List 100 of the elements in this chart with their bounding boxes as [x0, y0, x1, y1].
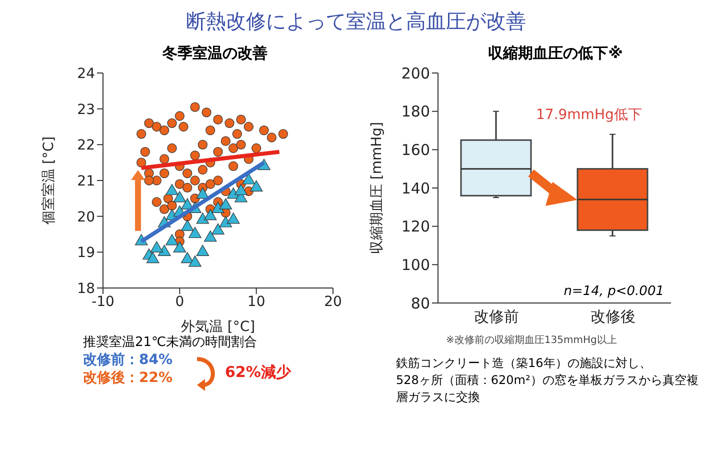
- text: 断熱改修によって室温と高血圧が改善: [185, 8, 527, 35]
- point: [278, 129, 288, 139]
- text: 改修前：84%: [83, 352, 173, 368]
- y-tick-label: 20: [77, 209, 95, 226]
- point: [144, 118, 154, 128]
- y-tick-label: 22: [77, 138, 95, 154]
- point: [167, 143, 177, 154]
- point: [190, 150, 200, 160]
- text: 528ヶ所（面積：620m²）の窓を単板ガラスから真空複層ガラスに交換: [396, 372, 700, 406]
- y-tick-label: 23: [77, 102, 95, 118]
- point: [178, 122, 188, 132]
- point: [252, 143, 262, 154]
- point: [174, 179, 184, 189]
- point: [146, 252, 160, 264]
- point: [150, 241, 164, 252]
- point: [219, 216, 232, 228]
- point: [160, 204, 170, 214]
- point: [206, 126, 216, 136]
- point: [204, 209, 217, 220]
- y-tick-label: 19: [77, 245, 95, 262]
- point: [158, 244, 171, 256]
- point: [167, 200, 177, 210]
- y-tick-label: 180: [401, 102, 430, 121]
- point: [204, 230, 217, 242]
- point: [228, 161, 238, 171]
- annotation: 17.9mmHg低下: [536, 106, 642, 124]
- point: [190, 102, 200, 112]
- point: [160, 154, 170, 164]
- x-tick-label: 改修前: [474, 308, 519, 326]
- point: [140, 147, 150, 157]
- point: [173, 241, 186, 252]
- point: [228, 143, 238, 154]
- point: [152, 197, 162, 207]
- point: [160, 168, 170, 178]
- point: [213, 147, 223, 157]
- point: [219, 198, 232, 210]
- text: 鉄筋コンクリート造（築16年）の施設に対し、: [396, 355, 652, 372]
- point: [198, 164, 208, 175]
- point: [259, 126, 269, 136]
- chart-title: 冬季室温の改善: [161, 44, 268, 63]
- text: 62%減少: [225, 363, 291, 382]
- point: [198, 140, 208, 150]
- point: [180, 220, 194, 231]
- point: [213, 176, 223, 186]
- point: [226, 212, 240, 224]
- point: [188, 226, 202, 238]
- point: [196, 188, 210, 199]
- text: ※改修前の収縮期血圧135mmHg以上: [446, 334, 618, 347]
- y-tick-label: 100: [401, 256, 430, 274]
- point: [196, 212, 210, 224]
- y-tick-label: 120: [401, 218, 430, 236]
- point: [152, 122, 162, 132]
- point: [236, 140, 246, 150]
- point: [180, 252, 194, 264]
- point: [173, 191, 186, 202]
- point: [167, 118, 177, 128]
- point: [166, 184, 178, 196]
- annotation: n=14, p<0.001: [564, 284, 664, 299]
- point: [166, 234, 178, 246]
- y-tick-label: 200: [401, 64, 430, 82]
- point: [234, 184, 248, 196]
- point: [212, 202, 224, 213]
- point: [196, 244, 210, 256]
- text: 改修後：22%: [83, 370, 173, 386]
- point: [152, 176, 162, 186]
- y-tick-label: 160: [401, 140, 430, 159]
- point: [244, 122, 254, 132]
- point: [212, 223, 224, 234]
- x-tick-label: 0: [175, 294, 184, 310]
- point: [242, 173, 256, 184]
- y-tick-label: 140: [401, 179, 430, 198]
- point: [174, 111, 184, 121]
- point: [220, 136, 230, 146]
- chart-title: 収縮期血圧の低下※: [487, 44, 624, 63]
- point: [190, 176, 200, 186]
- point: [136, 158, 146, 168]
- point: [144, 176, 154, 186]
- x-tick-label: 改修後: [590, 308, 636, 326]
- y-tick-label: 24: [77, 66, 96, 82]
- point: [182, 168, 192, 178]
- point: [224, 118, 234, 128]
- x-tick-label: 10: [247, 294, 266, 310]
- point: [136, 129, 146, 139]
- point: [160, 126, 170, 136]
- point: [250, 180, 263, 192]
- y-axis-title: 収縮期血圧 [mmHg]: [368, 122, 385, 254]
- point: [206, 179, 216, 189]
- x-axis-title: 外気温 [°C]: [180, 319, 256, 335]
- y-tick-label: 21: [77, 173, 95, 190]
- point: [202, 108, 212, 118]
- point: [232, 129, 242, 139]
- point: [236, 114, 246, 124]
- y-tick-label: 80: [410, 294, 430, 312]
- point: [182, 182, 192, 192]
- point: [213, 114, 223, 124]
- point: [188, 256, 202, 267]
- point: [266, 132, 276, 142]
- x-tick-label: 20: [324, 294, 342, 310]
- text: 推奨室温21℃未満の時間割合: [83, 334, 258, 351]
- y-axis-title: 個室室温 [°C]: [40, 136, 57, 225]
